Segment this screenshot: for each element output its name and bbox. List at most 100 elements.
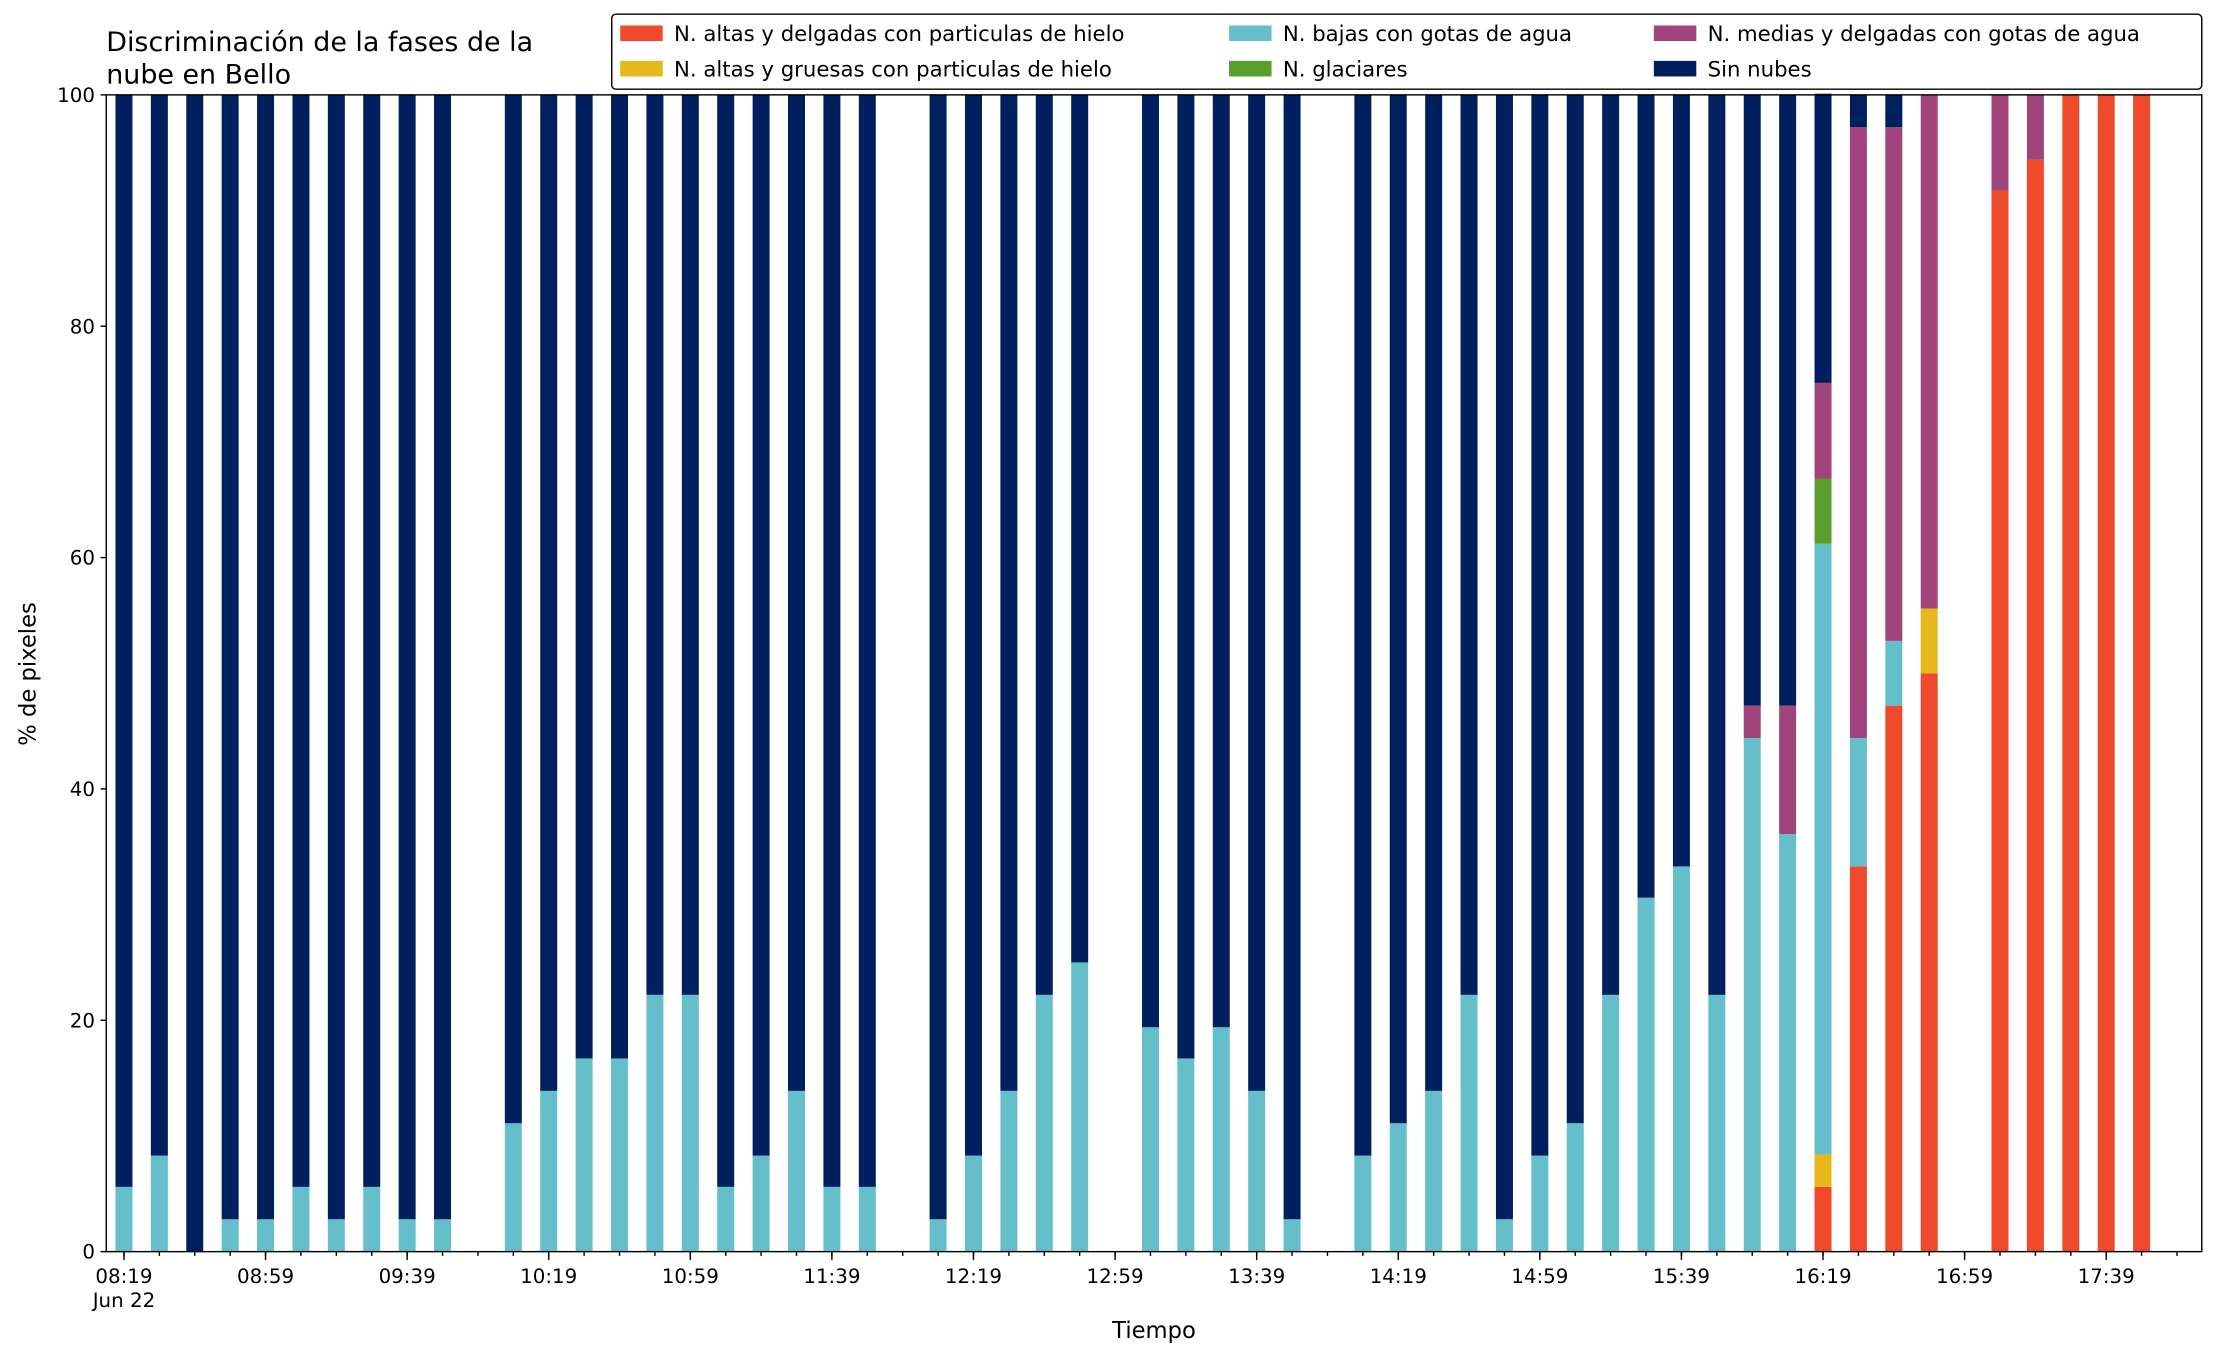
bar-segment <box>858 94 876 1187</box>
x-tick-date: Jun 22 <box>91 1289 155 1312</box>
bar-segment <box>1141 94 1159 1028</box>
bar-segment <box>1495 94 1513 1220</box>
bar-segment <box>115 94 133 1187</box>
bar-segment <box>2026 94 2044 160</box>
bar-segment <box>1849 94 1867 128</box>
bar-segment <box>1035 94 1053 995</box>
bar-segment <box>788 1090 806 1252</box>
y-tick-label: 80 <box>70 315 95 338</box>
bar-segment <box>1495 1219 1513 1252</box>
bar-segment <box>717 1186 735 1252</box>
y-tick-label: 60 <box>70 547 95 570</box>
bar-segment <box>1637 897 1655 1252</box>
bar-segment <box>540 94 558 1091</box>
bar-segment <box>1212 94 1230 1028</box>
bar-segment <box>858 1186 876 1252</box>
bar-segment <box>1602 994 1620 1252</box>
chart-title: nube en Bello <box>106 60 291 91</box>
x-tick-label: 12:59 <box>1087 1265 1144 1288</box>
bar-segment <box>1672 94 1690 867</box>
bar-segment <box>823 1186 841 1252</box>
bar-segment <box>1672 866 1690 1252</box>
bar-segment <box>1566 1123 1584 1252</box>
x-tick-label: 13:39 <box>1228 1265 1285 1288</box>
chart-title: Discriminación de la fases de la <box>106 27 533 58</box>
bar-segment <box>2062 94 2080 1252</box>
x-tick-label: 10:19 <box>520 1265 577 1288</box>
bar-segment <box>115 1186 133 1252</box>
bar-segment <box>2097 94 2115 1252</box>
bar-segment <box>1885 94 1903 128</box>
bar-segment <box>1460 994 1478 1252</box>
bar-segment <box>1460 94 1478 995</box>
x-tick-label: 12:19 <box>945 1265 1002 1288</box>
legend-label: Sin nubes <box>1708 57 1812 82</box>
bar-segment <box>681 994 699 1252</box>
legend-swatch <box>620 25 663 42</box>
bar-segment <box>1566 94 1584 1124</box>
bar-segment <box>398 94 416 1220</box>
x-tick-label: 16:59 <box>1936 1265 1993 1288</box>
bar-segment <box>1283 94 1301 1220</box>
bar-segment <box>1602 94 1620 995</box>
bar-segment <box>1354 94 1372 1156</box>
bar-segment <box>504 1123 522 1252</box>
bar-segment <box>823 94 841 1187</box>
bar-segment <box>1248 94 1266 1091</box>
bar-segment <box>1743 738 1761 1252</box>
bar-segment <box>1920 608 1938 674</box>
bar-segment <box>1814 478 1832 544</box>
bar-segment <box>1177 94 1195 1059</box>
x-tick-label: 17:39 <box>2078 1265 2135 1288</box>
bar-segment <box>575 1058 593 1252</box>
bar-segment <box>1354 1155 1372 1252</box>
legend-box <box>611 13 2203 90</box>
bar-segment <box>1035 994 1053 1252</box>
bar-segment <box>1885 127 1903 641</box>
x-axis-label: Tiempo <box>1111 1318 1196 1344</box>
bar-segment <box>1991 94 2009 191</box>
legend-label: N. medias y delgadas con gotas de agua <box>1708 22 2140 47</box>
x-tick-label: 08:59 <box>237 1265 294 1288</box>
bar-segment <box>929 1219 947 1252</box>
bar-segment <box>1920 94 1938 609</box>
legend-label: N. bajas con gotas de agua <box>1283 22 1572 47</box>
y-axis-label: % de pixeles <box>15 602 41 746</box>
x-tick-label: 11:39 <box>803 1265 860 1288</box>
bar-segment <box>363 94 381 1187</box>
bar-segment <box>1637 94 1655 898</box>
legend-label: N. altas y gruesas con particulas de hie… <box>674 57 1112 82</box>
bar-segment <box>398 1219 416 1252</box>
bar-segment <box>646 94 664 995</box>
x-tick-label: 10:59 <box>662 1265 719 1288</box>
bar-segment <box>611 1058 629 1252</box>
bar-segment <box>1779 705 1797 835</box>
bar-segment <box>964 94 982 1156</box>
bar-segment <box>257 1219 275 1252</box>
legend-label: N. glaciares <box>1283 57 1408 82</box>
bar-segment <box>717 94 735 1187</box>
x-tick-label: 14:59 <box>1511 1265 1568 1288</box>
x-tick-label: 14:19 <box>1370 1265 1427 1288</box>
legend-swatch <box>1653 25 1697 42</box>
bar-segment <box>540 1090 558 1252</box>
bar-segment <box>2133 94 2151 1252</box>
x-tick-label: 16:19 <box>1794 1265 1851 1288</box>
bar-segment <box>292 94 310 1187</box>
bar-segment <box>292 1186 310 1252</box>
bar-segment <box>1248 1090 1266 1252</box>
bar-segment <box>1708 994 1726 1252</box>
bar-segment <box>221 94 239 1220</box>
bar-segment <box>575 94 593 1059</box>
bar-segment <box>1283 1219 1301 1252</box>
y-tick-label: 0 <box>82 1241 95 1264</box>
bar-segment <box>681 94 699 995</box>
x-tick-label: 15:39 <box>1653 1265 1710 1288</box>
bar-segment <box>434 1219 452 1252</box>
bar-segment <box>1814 1186 1832 1252</box>
bar-segment <box>1849 127 1867 739</box>
legend-swatch <box>1653 60 1697 77</box>
bar-segment <box>1779 834 1797 1252</box>
